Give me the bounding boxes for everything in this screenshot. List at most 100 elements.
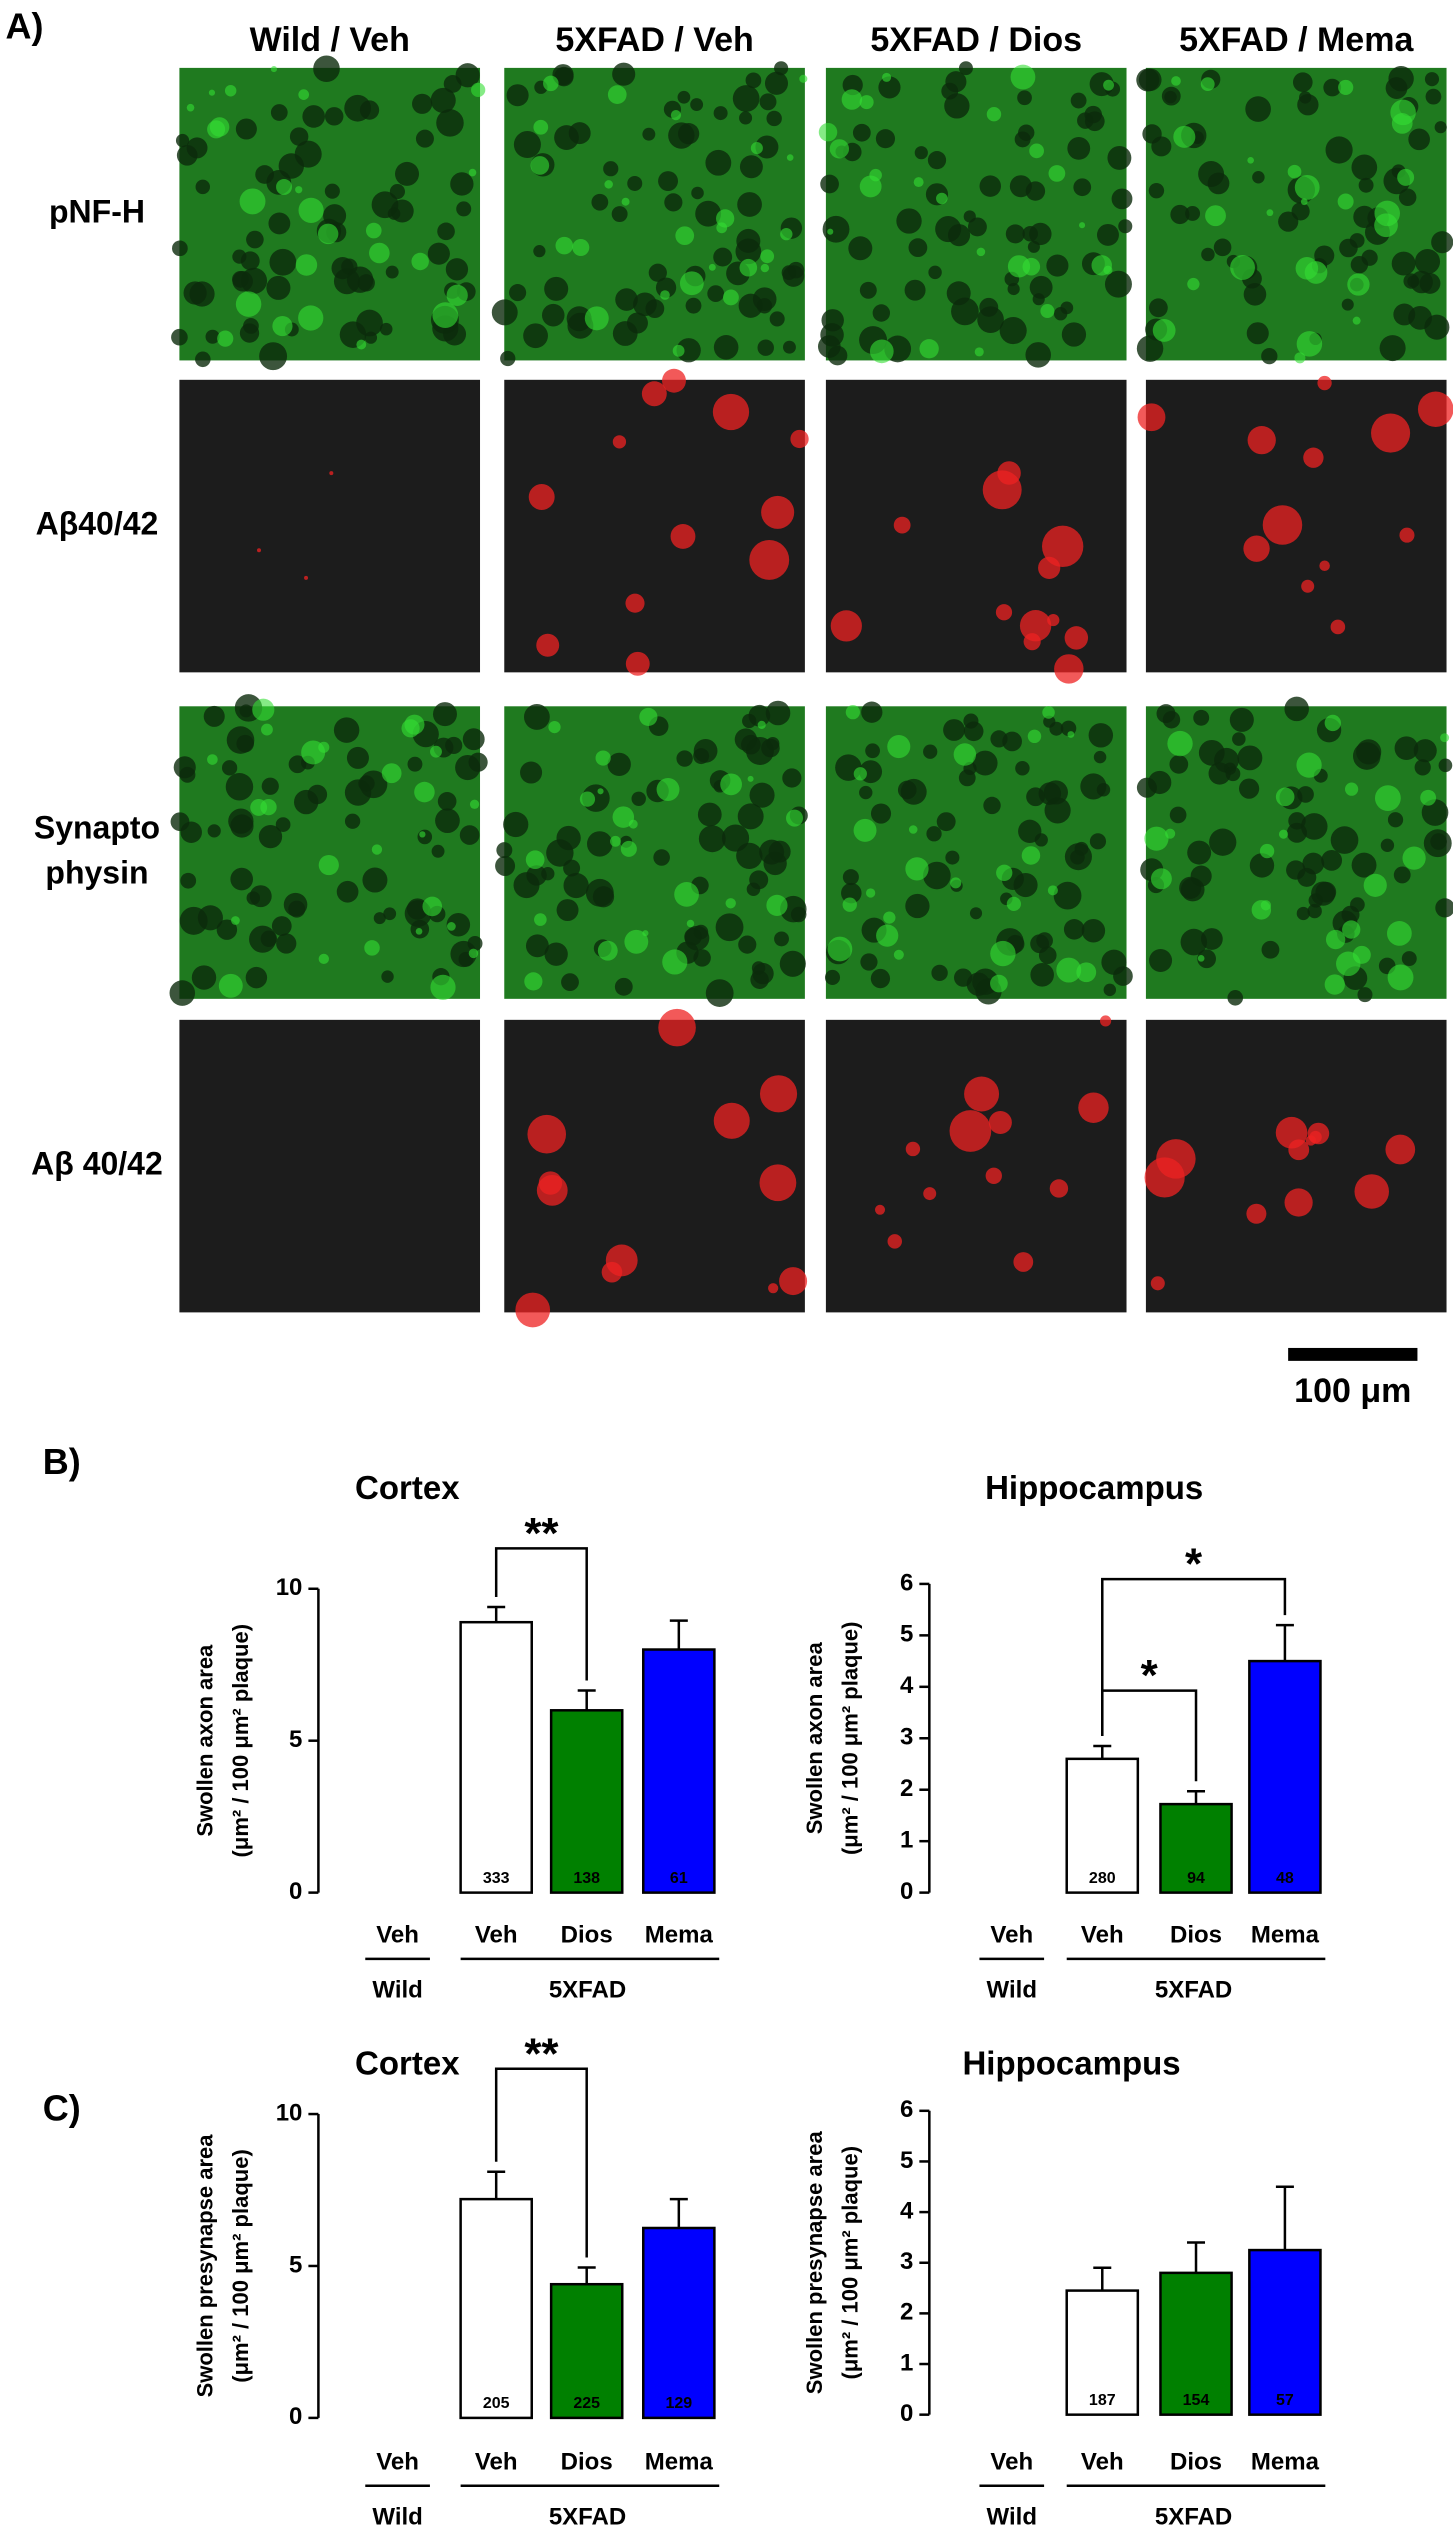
cell-nucleus (506, 84, 529, 107)
cell-nucleus (774, 931, 789, 947)
plaque (662, 368, 686, 393)
cell-nucleus (945, 850, 960, 865)
fluorescence (1294, 352, 1306, 364)
cell-nucleus (591, 193, 609, 211)
fluorescence (1056, 957, 1082, 983)
cell-nucleus (615, 288, 638, 311)
cell-nucleus (221, 760, 238, 776)
panel-label: B) (43, 1441, 81, 1482)
cell-nucleus (1302, 852, 1325, 875)
fluorescence (1165, 828, 1176, 839)
fluorescence (679, 271, 704, 296)
fluorescence (660, 290, 670, 300)
fluorescence (356, 339, 367, 350)
cell-nucleus (427, 242, 450, 265)
fluorescence (597, 788, 604, 795)
cell-nucleus (969, 907, 983, 920)
cell-nucleus (848, 236, 873, 261)
cell-nucleus (1104, 270, 1132, 298)
cell-nucleus (1357, 987, 1373, 1003)
cell-nucleus (713, 335, 739, 360)
fluorescence (1205, 205, 1226, 227)
cell-nucleus (437, 222, 455, 241)
fluorescence (1294, 174, 1320, 200)
fluorescence (555, 236, 574, 255)
cell-nucleus (1030, 963, 1054, 987)
plaque (779, 1267, 808, 1296)
plaque (1317, 375, 1332, 391)
fluorescence (662, 949, 688, 975)
fluorescence (913, 177, 924, 188)
fluorescence (674, 882, 699, 907)
fluorescence (235, 291, 262, 317)
cell-nucleus (294, 789, 319, 815)
cell-nucleus (769, 311, 785, 327)
cell-nucleus (690, 98, 704, 111)
cell-nucleus (897, 780, 917, 800)
column-label: Wild / Veh (250, 21, 410, 59)
plaque (1137, 403, 1166, 432)
cell-nucleus (226, 726, 255, 754)
cell-nucleus (500, 350, 516, 367)
cell-nucleus (1046, 254, 1069, 277)
cell-nucleus (1438, 758, 1453, 773)
plaque (790, 429, 809, 449)
cell-nucleus (693, 949, 711, 967)
fluorescence (786, 809, 804, 827)
y-axis-label: (μm² / 100 μm² plaque) (228, 2149, 253, 2383)
cell-nucleus (1229, 707, 1254, 732)
fluorescence (1324, 974, 1345, 995)
cell-nucleus (172, 240, 188, 257)
fluorescence (231, 916, 240, 925)
fluorescence (261, 723, 273, 736)
cell-nucleus (1284, 696, 1309, 722)
cell-nucleus (1190, 865, 1212, 887)
fluorescence (295, 186, 303, 194)
fluorescence (1363, 873, 1387, 897)
cell-nucleus (824, 969, 841, 985)
cell-nucleus (1297, 94, 1319, 116)
fluorescence (1021, 846, 1041, 865)
cell-nucleus (963, 210, 976, 223)
fluorescence (642, 930, 649, 937)
cell-nucleus (612, 62, 636, 86)
fluorescence (1007, 255, 1031, 278)
cell-nucleus (749, 782, 775, 808)
cell-nucleus (246, 891, 261, 905)
cell-nucleus (759, 93, 777, 111)
cell-nucleus (431, 844, 445, 858)
cell-nucleus (556, 825, 581, 851)
fluorescence (224, 84, 237, 97)
cell-nucleus (1278, 211, 1299, 232)
cell-nucleus (561, 973, 579, 992)
cell-nucleus (751, 961, 766, 975)
fluorescence (620, 840, 637, 857)
cell-nucleus (526, 865, 547, 886)
y-axis-label: Swollen presynapse area (802, 2131, 827, 2395)
cell-nucleus (240, 251, 260, 271)
cell-nucleus (936, 812, 956, 832)
cell-nucleus (757, 339, 774, 356)
fluorescence (893, 949, 904, 960)
fluorescence (950, 877, 962, 889)
fluorescence (276, 178, 292, 195)
cell-nucleus (1408, 305, 1432, 330)
fluorescence (1374, 785, 1401, 812)
fluorescence (990, 974, 1008, 993)
cell-nucleus (1286, 860, 1306, 880)
fluorescence (207, 120, 226, 139)
fluorescence (1287, 164, 1302, 179)
x-tick-label: Dios (1170, 1922, 1222, 1949)
fluorescence (818, 122, 838, 142)
plaque (528, 484, 555, 510)
cell-nucleus (745, 72, 762, 89)
cell-nucleus (870, 803, 892, 824)
row-label: pNF-H (49, 194, 145, 230)
fluorescence (612, 806, 635, 828)
chart-title: Cortex (355, 2044, 460, 2081)
cell-nucleus (852, 123, 871, 142)
cell-nucleus (842, 74, 863, 96)
cell-nucleus (1036, 932, 1053, 949)
x-tick-label: Mema (645, 2448, 714, 2475)
cell-nucleus (1421, 799, 1449, 826)
